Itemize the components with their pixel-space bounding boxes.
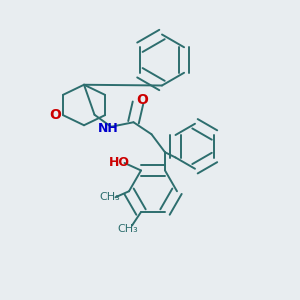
- Text: O: O: [136, 93, 148, 107]
- Text: HO: HO: [109, 157, 130, 169]
- Text: NH: NH: [98, 122, 118, 135]
- Text: CH₃: CH₃: [100, 192, 121, 202]
- Text: O: O: [50, 108, 61, 122]
- Text: CH₃: CH₃: [117, 224, 138, 233]
